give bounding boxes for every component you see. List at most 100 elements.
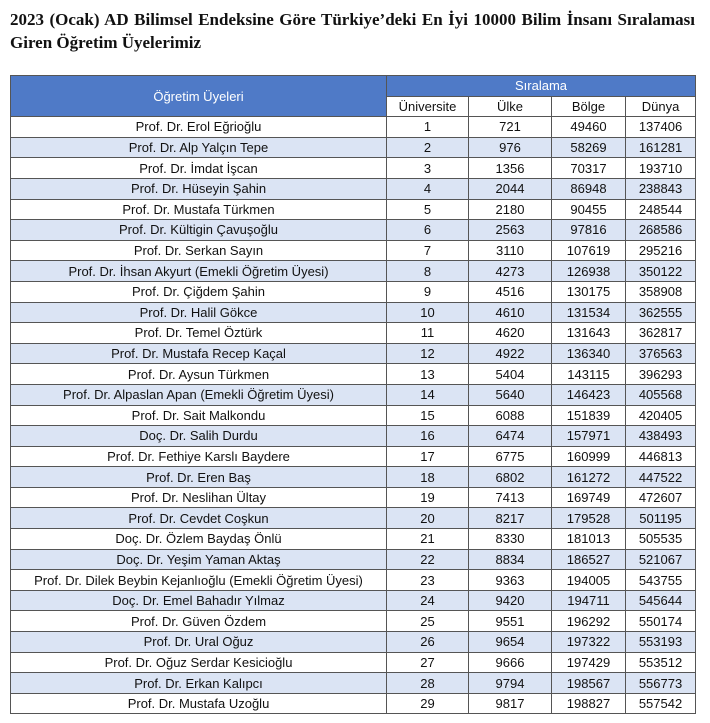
rank-cell: 181013 — [551, 528, 626, 550]
rank-cell: 194005 — [551, 569, 626, 591]
column-header: Bölge — [551, 95, 626, 118]
rank-cell: 447522 — [624, 466, 697, 488]
rank-cell: 3 — [386, 157, 469, 179]
rank-cell: 131534 — [551, 301, 626, 324]
name-cell: Prof. Dr. Mustafa Türkmen — [10, 198, 387, 221]
rank-cell: 4922 — [468, 342, 552, 365]
name-cell: Prof. Dr. Ural Oğuz — [10, 631, 387, 653]
rank-cell: 90455 — [551, 198, 626, 221]
rank-cell: 179528 — [551, 507, 626, 530]
name-cell: Prof. Dr. Neslihan Ültay — [10, 486, 387, 509]
rank-cell: 19 — [386, 486, 469, 509]
rank-cell: 4516 — [468, 280, 552, 303]
name-cell: Prof. Dr. Güven Özdem — [10, 610, 387, 633]
rank-cell: 553193 — [624, 631, 697, 653]
rank-cell: 14 — [386, 383, 469, 406]
name-cell: Prof. Dr. Kültigin Çavuşoğlu — [10, 219, 387, 241]
name-cell: Prof. Dr. İhsan Akyurt (Emekli Öğretim Ü… — [10, 260, 387, 282]
table-row: Prof. Dr. Ural Oğuz 26 9654 197322 553193 — [10, 631, 697, 653]
rank-cell: 4620 — [468, 322, 552, 344]
rank-cell: 362555 — [624, 301, 697, 324]
table-row: Doç. Dr. Özlem Baydaş Önlü 21 8330 181013 50… — [10, 528, 697, 550]
rank-cell: 9817 — [468, 692, 552, 715]
table-row: Prof. Dr. Alpaslan Apan (Emekli Öğretim … — [10, 383, 697, 406]
rank-cell: 7 — [386, 239, 469, 262]
rank-cell: 97816 — [551, 219, 626, 241]
table-row: Prof. Dr. Halil Gökce 10 4610 131534 362555 — [10, 301, 697, 324]
table-row: Prof. Dr. Fethiye Karslı Baydere 17 6775 16… — [10, 445, 697, 468]
name-cell: Doç. Dr. Emel Bahadır Yılmaz — [10, 589, 387, 612]
rank-cell: 295216 — [624, 239, 697, 262]
rank-cell: 27 — [386, 651, 469, 674]
rank-cell: 5 — [386, 198, 469, 221]
table-row: Prof. Dr. İmdat İşcan 3 1356 70317 193710 — [10, 157, 697, 179]
rank-cell: 3110 — [468, 239, 552, 262]
table-head: Öğretim Üyeleri Sıralama Üniversite Ülke B… — [10, 74, 697, 118]
rank-cell: 58269 — [551, 136, 626, 159]
rank-cell: 11 — [386, 322, 469, 344]
name-cell: Prof. Dr. İmdat İşcan — [10, 157, 387, 179]
rank-cell: 6802 — [468, 466, 552, 488]
rank-cell: 8 — [386, 260, 469, 282]
rank-cell: 550174 — [624, 610, 697, 633]
rank-cell: 193710 — [624, 157, 697, 179]
rank-cell: 107619 — [551, 239, 626, 262]
table-row: Prof. Dr. Dilek Beybin Kejanlıoğlu (Emek… — [10, 569, 697, 591]
name-header: Öğretim Üyeleri — [10, 74, 387, 118]
table-row: Prof. Dr. Kültigin Çavuşoğlu 6 2563 97816 26… — [10, 219, 697, 241]
rank-cell: 7413 — [468, 486, 552, 509]
rank-cell: 157971 — [551, 425, 626, 447]
name-cell: Prof. Dr. Mustafa Recep Kaçal — [10, 342, 387, 365]
name-cell: Prof. Dr. Çiğdem Şahin — [10, 280, 387, 303]
rank-cell: 350122 — [624, 260, 697, 282]
group-header: Sıralama — [385, 75, 697, 97]
rank-cell: 472607 — [624, 486, 697, 509]
rank-cell: 557542 — [624, 692, 697, 715]
table-row: Prof. Dr. Erol Eğrioğlu 1 721 49460 137406 — [10, 116, 697, 138]
rank-cell: 9420 — [468, 589, 552, 612]
rank-cell: 186527 — [551, 548, 626, 571]
rank-cell: 70317 — [551, 157, 626, 179]
table-row: Doç. Dr. Emel Bahadır Yılmaz 24 9420 194711… — [10, 589, 697, 612]
rank-cell: 131643 — [551, 322, 626, 344]
rank-cell: 24 — [386, 589, 469, 612]
rank-cell: 194711 — [551, 589, 626, 612]
rank-cell: 721 — [468, 116, 552, 138]
rank-cell: 2180 — [468, 198, 552, 221]
rank-cell: 26 — [386, 631, 469, 653]
rank-cell: 197429 — [551, 651, 626, 674]
table-row: Prof. Dr. Serkan Sayın 7 3110 107619 295216 — [10, 239, 697, 262]
table-row: Prof. Dr. Aysun Türkmen 13 5404 143115 39629… — [10, 363, 697, 385]
rank-cell: 137406 — [624, 116, 697, 138]
rank-cell: 23 — [386, 569, 469, 591]
table-row: Prof. Dr. Neslihan Ültay 19 7413 169749 4726… — [10, 486, 697, 509]
rank-cell: 9654 — [468, 631, 552, 653]
rank-cell: 6474 — [468, 425, 552, 447]
rank-cell: 196292 — [551, 610, 626, 633]
rank-cell: 376563 — [624, 342, 697, 365]
rank-cell: 161272 — [551, 466, 626, 488]
table-row: Prof. Dr. Oğuz Serdar Kesicioğlu 27 9666 19… — [10, 651, 697, 674]
table-row: Prof. Dr. Eren Baş 18 6802 161272 447522 — [10, 466, 697, 488]
rank-cell: 362817 — [624, 322, 697, 344]
rank-cell: 136340 — [551, 342, 626, 365]
rank-cell: 248544 — [624, 198, 697, 221]
rank-cell: 6 — [386, 219, 469, 241]
table-row: Prof. Dr. Cevdet Coşkun 20 8217 179528 50119… — [10, 507, 697, 530]
name-cell: Doç. Dr. Yeşim Yaman Aktaş — [10, 548, 387, 571]
rank-cell: 9 — [386, 280, 469, 303]
table-row: Prof. Dr. Temel Öztürk 11 4620 131643 362817 — [10, 322, 697, 344]
table-row: Prof. Dr. İhsan Akyurt (Emekli Öğretim Ü… — [10, 260, 697, 282]
rank-cell: 17 — [386, 445, 469, 468]
name-cell: Prof. Dr. Fethiye Karslı Baydere — [10, 445, 387, 468]
rank-cell: 15 — [386, 404, 469, 427]
rank-cell: 13 — [386, 363, 469, 385]
name-cell: Prof. Dr. Alp Yalçın Tepe — [10, 136, 387, 159]
rank-cell: 130175 — [551, 280, 626, 303]
name-cell: Doç. Dr. Salih Durdu — [10, 425, 387, 447]
rank-cell: 9551 — [468, 610, 552, 633]
rank-cell: 18 — [386, 466, 469, 488]
rank-cell: 438493 — [624, 425, 697, 447]
rank-cell: 20 — [386, 507, 469, 530]
